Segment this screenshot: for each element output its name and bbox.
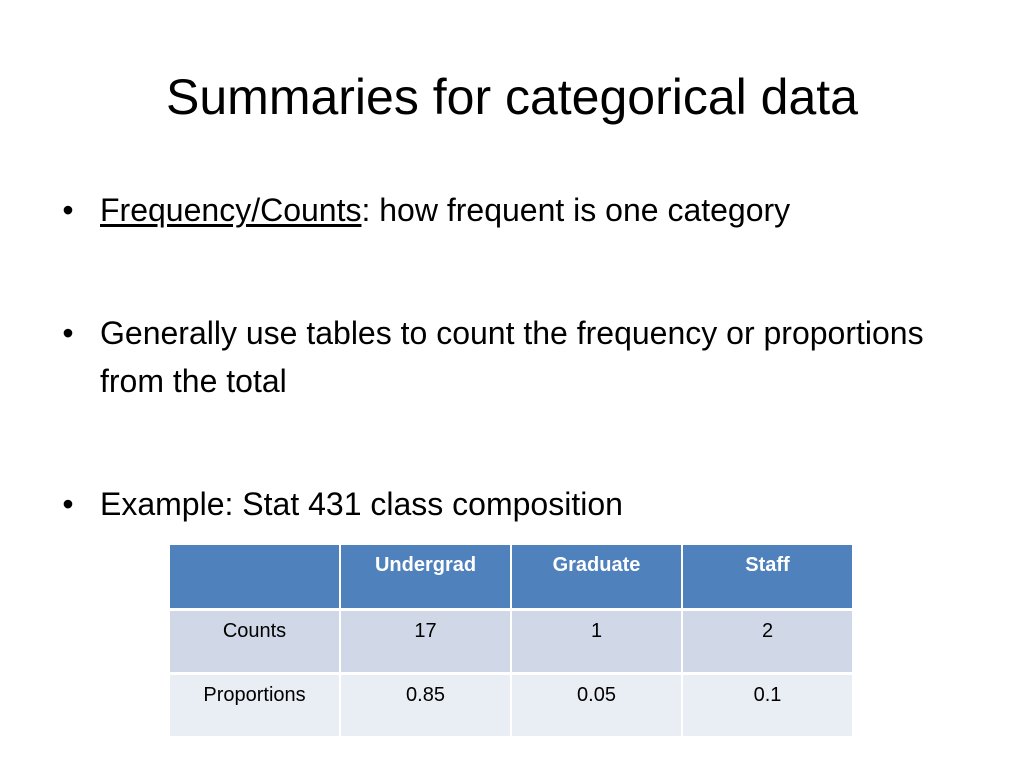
bullet-dot-icon: •	[62, 192, 74, 228]
table-header-row: Undergrad Graduate Staff	[170, 545, 854, 611]
table-row-proportions: Proportions 0.85 0.05 0.1	[170, 673, 854, 739]
table-row-counts: Counts 17 1 2	[170, 609, 854, 675]
header-cell-graduate: Graduate	[511, 545, 683, 611]
slide-title: Summaries for categorical data	[166, 69, 858, 125]
bullet-text: : how frequent is one category	[361, 192, 791, 228]
bullet-dot-icon: •	[62, 486, 74, 522]
bullet-text: Example: Stat 431 class composition	[100, 486, 623, 522]
table-cell: 2	[682, 609, 854, 675]
bullet-item-tables: • Generally use tables to count the freq…	[58, 309, 978, 405]
header-cell-staff: Staff	[682, 545, 854, 611]
header-cell-undergrad: Undergrad	[340, 545, 512, 611]
table-cell: 0.1	[682, 673, 854, 739]
class-composition-table: Undergrad Graduate Staff Counts 17 1 2 P…	[170, 545, 854, 739]
bullet-text: Generally use tables to count the freque…	[100, 315, 924, 399]
bullet-item-example: • Example: Stat 431 class composition	[58, 480, 978, 528]
row-label: Counts	[170, 609, 341, 675]
bullet-dot-icon: •	[62, 315, 74, 351]
table-cell: 17	[340, 609, 512, 675]
bullet-item-frequency: • Frequency/Counts: how frequent is one …	[58, 186, 978, 234]
bullet-list: • Frequency/Counts: how frequent is one …	[58, 186, 978, 528]
header-cell-empty	[170, 545, 341, 611]
table-cell: 0.85	[340, 673, 512, 739]
row-label: Proportions	[170, 673, 341, 739]
table-cell: 0.05	[511, 673, 683, 739]
bullet-term: Frequency/Counts	[100, 192, 362, 228]
table-cell: 1	[511, 609, 683, 675]
